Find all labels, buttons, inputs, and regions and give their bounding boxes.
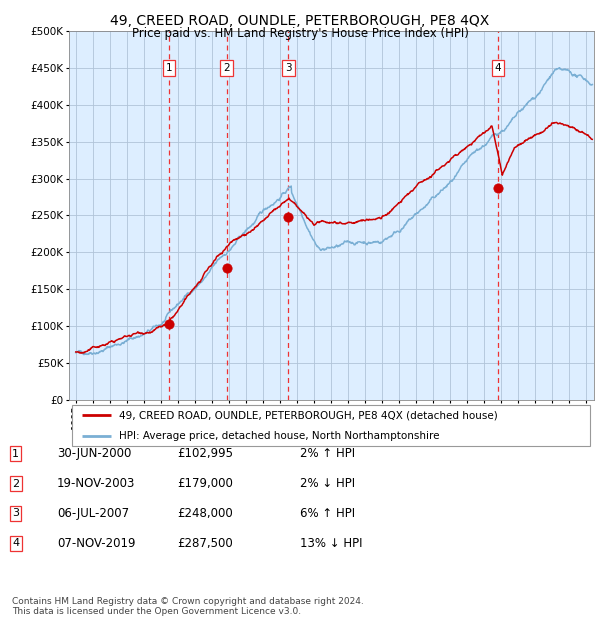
Text: 3: 3 xyxy=(12,508,19,518)
Text: 06-JUL-2007: 06-JUL-2007 xyxy=(57,507,129,520)
Text: Price paid vs. HM Land Registry's House Price Index (HPI): Price paid vs. HM Land Registry's House … xyxy=(131,27,469,40)
Text: £102,995: £102,995 xyxy=(177,448,233,460)
Text: 49, CREED ROAD, OUNDLE, PETERBOROUGH, PE8 4QX (detached house): 49, CREED ROAD, OUNDLE, PETERBOROUGH, PE… xyxy=(119,410,497,420)
Point xyxy=(284,212,293,222)
Point xyxy=(493,183,503,193)
Text: £248,000: £248,000 xyxy=(177,507,233,520)
Text: 07-NOV-2019: 07-NOV-2019 xyxy=(57,537,136,549)
Text: Contains HM Land Registry data © Crown copyright and database right 2024.: Contains HM Land Registry data © Crown c… xyxy=(12,597,364,606)
Text: 4: 4 xyxy=(494,63,502,73)
Text: 3: 3 xyxy=(285,63,292,73)
Text: 2% ↓ HPI: 2% ↓ HPI xyxy=(300,477,355,490)
Text: £287,500: £287,500 xyxy=(177,537,233,549)
Text: 1: 1 xyxy=(12,449,19,459)
Point xyxy=(164,319,174,329)
Text: 13% ↓ HPI: 13% ↓ HPI xyxy=(300,537,362,549)
Text: £179,000: £179,000 xyxy=(177,477,233,490)
Text: This data is licensed under the Open Government Licence v3.0.: This data is licensed under the Open Gov… xyxy=(12,607,301,616)
Text: 2: 2 xyxy=(223,63,230,73)
Text: 2: 2 xyxy=(12,479,19,489)
Point xyxy=(222,263,232,273)
Text: 6% ↑ HPI: 6% ↑ HPI xyxy=(300,507,355,520)
Text: 1: 1 xyxy=(166,63,173,73)
Text: 4: 4 xyxy=(12,538,19,548)
Text: HPI: Average price, detached house, North Northamptonshire: HPI: Average price, detached house, Nort… xyxy=(119,430,439,441)
Text: 19-NOV-2003: 19-NOV-2003 xyxy=(57,477,136,490)
FancyBboxPatch shape xyxy=(71,405,590,446)
Text: 49, CREED ROAD, OUNDLE, PETERBOROUGH, PE8 4QX: 49, CREED ROAD, OUNDLE, PETERBOROUGH, PE… xyxy=(110,14,490,28)
Text: 2% ↑ HPI: 2% ↑ HPI xyxy=(300,448,355,460)
Text: 30-JUN-2000: 30-JUN-2000 xyxy=(57,448,131,460)
